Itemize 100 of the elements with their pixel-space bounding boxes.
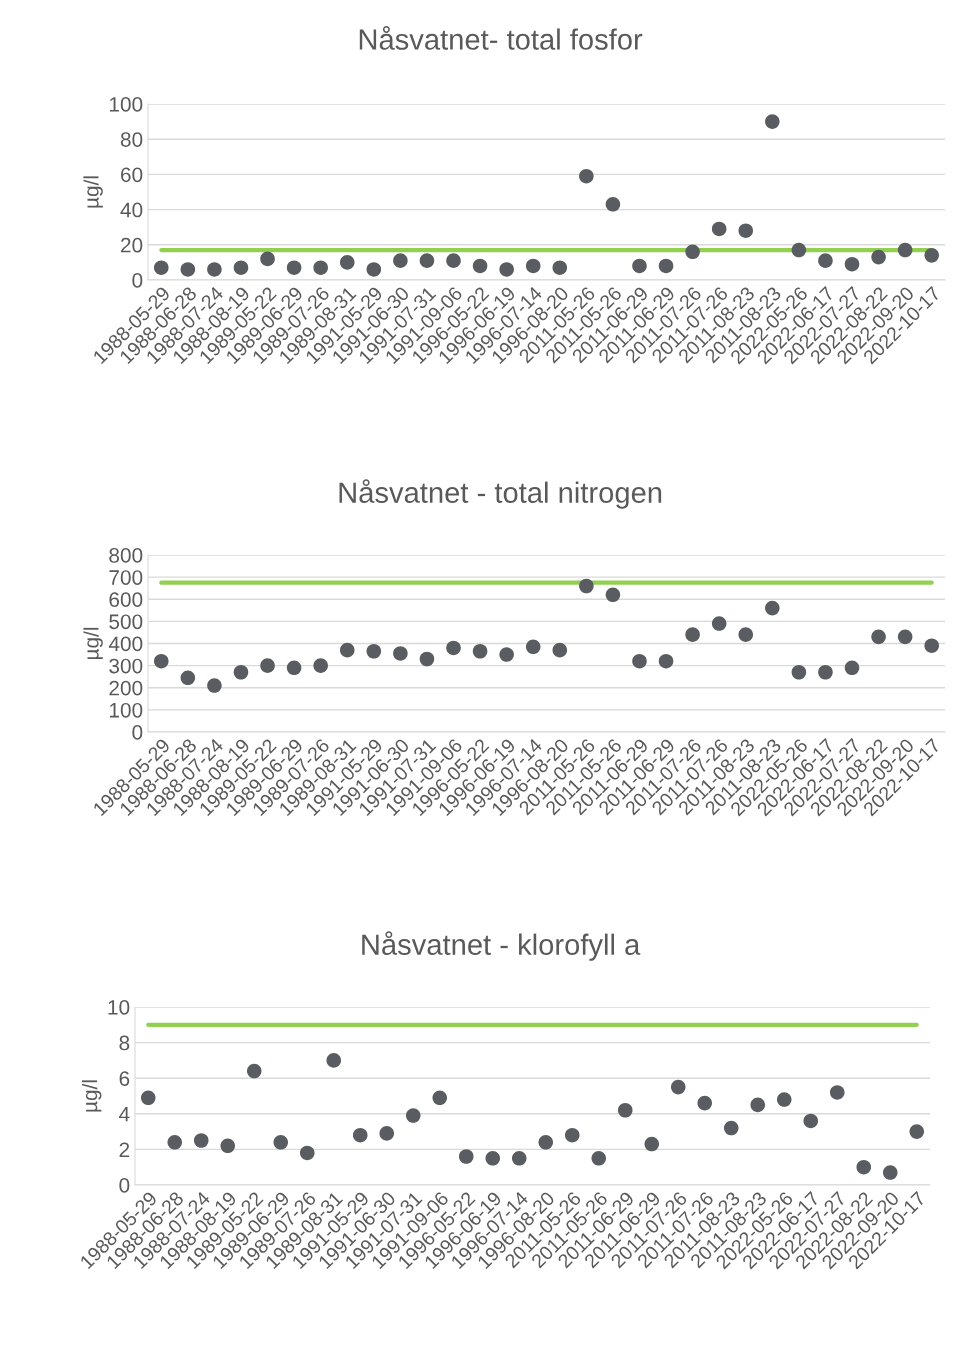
point bbox=[180, 670, 196, 686]
point bbox=[207, 678, 222, 693]
point bbox=[605, 197, 621, 212]
point bbox=[140, 1090, 156, 1106]
point bbox=[405, 1108, 421, 1123]
point bbox=[472, 258, 488, 274]
chart-title: Nåsvatnet - klorofyll a bbox=[362, 931, 641, 961]
y-tick-label: 0 bbox=[119, 1178, 130, 1193]
point bbox=[670, 1079, 686, 1095]
point bbox=[617, 1102, 633, 1118]
point bbox=[818, 253, 833, 268]
point bbox=[193, 1133, 209, 1148]
point bbox=[765, 114, 780, 129]
point bbox=[313, 658, 328, 673]
y-tick-label: 500 bbox=[109, 614, 143, 630]
point bbox=[286, 260, 302, 275]
point bbox=[685, 627, 700, 642]
point bbox=[154, 260, 169, 275]
y-tick-label: 2 bbox=[119, 1142, 130, 1157]
point bbox=[446, 253, 461, 268]
y-tick-label: 100 bbox=[109, 97, 143, 112]
point bbox=[538, 1135, 554, 1150]
point bbox=[897, 629, 913, 645]
point bbox=[844, 256, 860, 272]
y-tick-label: 200 bbox=[109, 680, 143, 696]
point bbox=[803, 1113, 819, 1129]
point bbox=[379, 1126, 395, 1141]
point bbox=[299, 1145, 315, 1161]
point bbox=[871, 629, 886, 645]
point bbox=[525, 639, 541, 655]
point bbox=[871, 249, 886, 265]
point bbox=[499, 647, 514, 662]
chart-title: Nåsvatnet - total nitrogen bbox=[339, 479, 662, 509]
point bbox=[472, 643, 488, 659]
point bbox=[260, 251, 275, 267]
point bbox=[419, 253, 435, 268]
y-tick-label: 80 bbox=[120, 132, 143, 147]
point bbox=[393, 646, 408, 661]
y-tick-label: 4 bbox=[119, 1107, 130, 1122]
point bbox=[685, 244, 700, 260]
point bbox=[207, 262, 222, 277]
point bbox=[326, 1053, 342, 1068]
point bbox=[246, 1063, 262, 1079]
point bbox=[366, 262, 382, 277]
point bbox=[711, 616, 727, 631]
point bbox=[579, 578, 594, 594]
point bbox=[765, 600, 780, 616]
y-tick-label: 700 bbox=[109, 570, 143, 585]
y-tick-label: 8 bbox=[119, 1035, 130, 1051]
point bbox=[579, 168, 594, 184]
y-tick-label: 40 bbox=[120, 202, 143, 218]
point bbox=[220, 1138, 236, 1154]
y-tick-label: 400 bbox=[108, 636, 143, 652]
point bbox=[723, 1120, 739, 1136]
point bbox=[658, 258, 674, 274]
y-tick-label: 20 bbox=[121, 237, 143, 253]
point bbox=[605, 587, 621, 603]
point bbox=[167, 1135, 183, 1150]
y-tick-label: 60 bbox=[121, 167, 143, 183]
point bbox=[432, 1090, 448, 1106]
point bbox=[458, 1149, 474, 1164]
point bbox=[260, 658, 275, 673]
point bbox=[632, 258, 647, 274]
y-tick-label: 300 bbox=[109, 658, 143, 674]
point bbox=[499, 262, 514, 277]
point bbox=[909, 1124, 925, 1139]
point bbox=[791, 242, 807, 258]
point bbox=[286, 660, 302, 676]
point bbox=[738, 223, 754, 238]
y-axis-title: µg/l bbox=[81, 1080, 102, 1112]
point bbox=[591, 1151, 607, 1166]
point bbox=[738, 627, 754, 642]
y-tick-label: 0 bbox=[132, 725, 143, 740]
point bbox=[313, 260, 328, 275]
point bbox=[366, 643, 382, 659]
point bbox=[552, 260, 568, 275]
point bbox=[776, 1092, 792, 1107]
point bbox=[711, 221, 727, 237]
point bbox=[180, 262, 196, 277]
y-tick-label: 600 bbox=[109, 592, 143, 607]
point bbox=[924, 638, 939, 653]
point bbox=[154, 653, 169, 669]
y-tick-label: 10 bbox=[108, 1000, 130, 1015]
point bbox=[791, 664, 807, 680]
y-tick-label: 6 bbox=[119, 1071, 130, 1086]
point bbox=[844, 660, 860, 676]
chart-title: Nåsvatnet- total fosfor bbox=[359, 26, 643, 50]
y-tick-label: 800 bbox=[109, 548, 143, 563]
point bbox=[882, 1165, 898, 1180]
point bbox=[658, 653, 674, 669]
point bbox=[525, 258, 541, 274]
point bbox=[632, 653, 647, 669]
point bbox=[352, 1127, 368, 1143]
point bbox=[818, 664, 833, 680]
point bbox=[829, 1085, 845, 1100]
point bbox=[924, 248, 939, 263]
point bbox=[564, 1127, 580, 1143]
point bbox=[233, 260, 249, 275]
point bbox=[339, 642, 355, 658]
point bbox=[644, 1136, 660, 1152]
